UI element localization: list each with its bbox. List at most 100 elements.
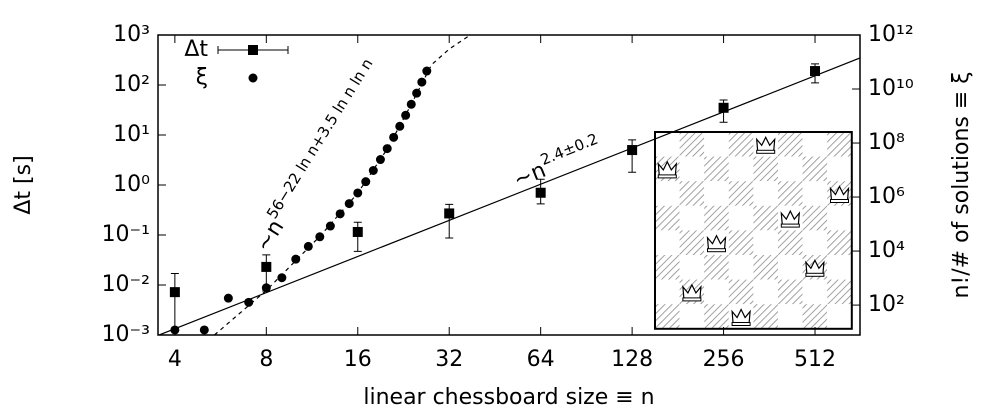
board-square [704, 181, 729, 206]
data-circle [353, 188, 363, 198]
board-square [802, 279, 828, 305]
data-circle [375, 155, 385, 165]
queen-base [756, 149, 776, 154]
y-tick-label: 10⁰ [113, 172, 150, 197]
board-square [802, 156, 828, 182]
board-square [827, 156, 852, 182]
board-square [728, 181, 754, 206]
data-square [718, 102, 729, 113]
data-square [535, 187, 546, 198]
board-square [655, 279, 680, 305]
data-square [352, 226, 363, 237]
board-square [753, 279, 778, 305]
board-square [655, 304, 680, 329]
queen-base [707, 248, 726, 253]
board-square [778, 255, 803, 280]
board-square [728, 279, 754, 305]
board-square [802, 181, 828, 206]
data-circle [315, 232, 325, 242]
y-tick-label: 10⁻² [102, 272, 150, 297]
queen [829, 185, 850, 202]
y-axis-label: Δt [s] [11, 155, 36, 214]
x-tick-label: 16 [344, 347, 372, 372]
board-square [802, 304, 828, 329]
board-square [753, 181, 778, 206]
board-square [778, 181, 803, 206]
board-frame [654, 131, 853, 330]
data-circle [361, 177, 371, 187]
y2-tick-label: 10⁸ [868, 130, 905, 155]
y-tick-label: 10⁻³ [102, 322, 150, 347]
board-square [778, 304, 803, 329]
board-square [655, 205, 680, 231]
data-circle [406, 99, 416, 109]
board-square [728, 156, 754, 182]
queen-base [657, 174, 677, 179]
board-square [679, 230, 705, 255]
annotation-base: ∼n [251, 216, 289, 257]
board-square [704, 205, 729, 231]
y-tick-label: 10³ [113, 22, 150, 47]
board-square [802, 205, 828, 231]
board-square [778, 132, 803, 157]
data-circle [401, 110, 411, 120]
y-tick-label: 10² [113, 72, 150, 97]
board-square [802, 132, 828, 157]
queen-base [731, 322, 751, 326]
board-square [655, 230, 680, 255]
queen [657, 160, 678, 177]
data-circle [395, 121, 405, 131]
data-circle [382, 144, 392, 154]
y2-tick-label: 10² [868, 292, 905, 317]
queen-base [830, 199, 849, 203]
board-square [679, 304, 705, 329]
board-square [704, 255, 729, 280]
y2-axis-label: n!/# of solutions ≡ ξ [949, 71, 974, 298]
queen-base [682, 297, 702, 302]
board-square [827, 230, 852, 255]
x-tick-label: 4 [168, 347, 182, 372]
board-square [827, 205, 852, 231]
y2-tick-label: 10⁴ [868, 238, 905, 263]
queen-base [805, 272, 825, 277]
board-square [679, 181, 705, 206]
data-circle [291, 254, 301, 264]
board-square [802, 230, 828, 255]
chessboard-inset [654, 131, 853, 330]
y2-tick-label: 10⁶ [868, 184, 905, 209]
board-square [753, 304, 778, 329]
board-square [679, 156, 705, 182]
data-circle [325, 221, 335, 231]
fit-annotation: ∼n56−22 ln n+3.5 ln n ln n [245, 55, 387, 256]
board-square [778, 156, 803, 182]
error-bar [628, 139, 637, 173]
board-square [753, 230, 778, 255]
board-square [679, 255, 705, 280]
legend-marker [248, 45, 258, 55]
board-square [728, 205, 754, 231]
data-circle [199, 325, 209, 335]
queen-base [780, 223, 800, 228]
data-circle [223, 293, 233, 303]
data-circle [244, 297, 254, 307]
board-square [704, 304, 729, 329]
annotation-exponent: 2.4±0.2 [538, 129, 601, 168]
data-square [444, 208, 455, 219]
board-square [704, 132, 729, 157]
legend-marker [248, 73, 258, 83]
queen [731, 308, 751, 325]
board-square [778, 279, 803, 305]
data-circle [277, 273, 287, 283]
fit-annotation: ∼n2.4±0.2 [508, 129, 606, 193]
fit-line [158, 57, 860, 335]
data-circle [303, 241, 313, 251]
y2-tick-label: 10¹⁰ [868, 76, 914, 101]
data-circle [344, 199, 354, 209]
queen [755, 135, 776, 152]
data-square [810, 66, 821, 77]
x-tick-label: 8 [259, 347, 273, 372]
board-square [728, 255, 754, 280]
data-circle [368, 166, 378, 176]
y2-tick-label: 10¹² [868, 22, 914, 47]
data-circle [389, 132, 399, 142]
